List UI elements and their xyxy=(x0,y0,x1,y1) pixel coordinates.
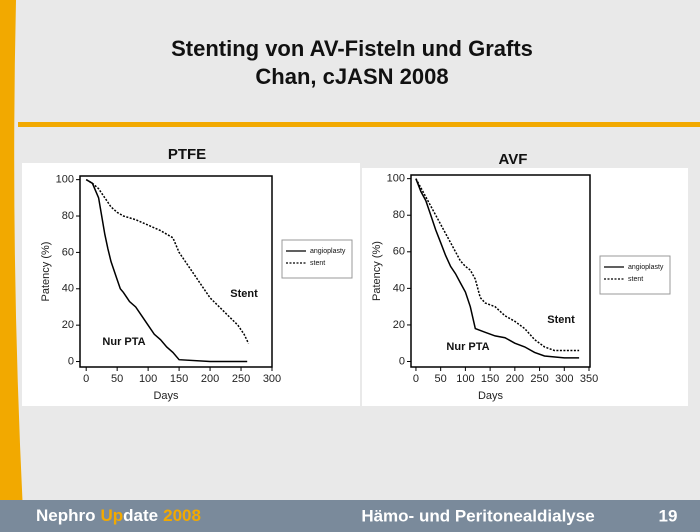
brand-part: Nephro xyxy=(36,506,96,525)
km-curve xyxy=(85,178,250,344)
x-tick-label: 200 xyxy=(201,373,219,385)
x-tick-label: 0 xyxy=(83,373,89,385)
chart-panel xyxy=(22,163,360,406)
x-tick-label: 250 xyxy=(530,373,548,385)
y-tick-label: 100 xyxy=(387,173,405,185)
y-axis-label: Patency (%) xyxy=(40,242,52,302)
annotation: Stent xyxy=(230,288,258,300)
annotation: Nur PTA xyxy=(102,336,145,348)
brand-part: 2008 xyxy=(163,506,201,525)
legend-box xyxy=(599,255,671,295)
x-axis-label: Days xyxy=(153,390,179,402)
brand-part: Up xyxy=(101,506,124,525)
x-tick-label: 150 xyxy=(481,373,499,385)
y-tick-label: 100 xyxy=(56,174,74,186)
footer-topic: Hämo- und Peritonealdialyse xyxy=(361,506,594,525)
legend-label: angioplasty xyxy=(310,248,346,255)
x-tick-label: 300 xyxy=(263,373,281,385)
x-tick-label: 50 xyxy=(111,373,123,385)
title-rule xyxy=(18,122,700,127)
legend-label: stent xyxy=(628,276,643,283)
y-tick-label: 40 xyxy=(62,283,74,295)
footer-brand: Nephro Update 2008 xyxy=(36,506,201,525)
y-tick-label: 40 xyxy=(393,282,405,294)
x-tick-label: 0 xyxy=(413,373,419,385)
legend-label: stent xyxy=(310,260,325,267)
y-tick-label: 0 xyxy=(399,355,405,367)
y-tick-label: 80 xyxy=(62,210,74,222)
annotation: Stent xyxy=(547,314,575,326)
x-tick-label: 100 xyxy=(139,373,157,385)
km-curve xyxy=(415,178,580,359)
x-tick-label: 150 xyxy=(170,373,188,385)
x-tick-label: 50 xyxy=(435,373,447,385)
x-tick-label: 350 xyxy=(580,373,598,385)
y-tick-label: 0 xyxy=(68,355,74,367)
y-tick-label: 20 xyxy=(62,319,74,331)
y-axis-label: Patency (%) xyxy=(371,241,383,301)
footer-bar xyxy=(0,500,700,532)
y-tick-label: 80 xyxy=(393,209,405,221)
y-tick-label: 60 xyxy=(62,246,74,258)
y-tick-label: 20 xyxy=(393,319,405,331)
chart-title: AVF xyxy=(499,151,528,168)
x-tick-label: 250 xyxy=(232,373,250,385)
annotation: Nur PTA xyxy=(446,341,489,353)
y-tick-label: 60 xyxy=(393,246,405,258)
slide-subtitle: Chan, cJASN 2008 xyxy=(255,64,448,89)
slide-title: Stenting von AV-Fisteln und Grafts xyxy=(171,36,533,61)
x-tick-label: 300 xyxy=(555,373,573,385)
brand-part: date xyxy=(123,506,158,525)
legend-label: angioplasty xyxy=(628,264,664,271)
chart-title: PTFE xyxy=(168,146,206,163)
km-curve xyxy=(85,178,248,363)
plot-frame xyxy=(79,175,273,368)
left-stripe xyxy=(0,0,24,532)
page-number: 19 xyxy=(659,506,678,525)
x-axis-label: Days xyxy=(478,390,504,402)
x-tick-label: 100 xyxy=(456,373,474,385)
x-tick-label: 200 xyxy=(506,373,524,385)
legend-box xyxy=(281,239,353,279)
plot-frame xyxy=(410,174,591,368)
km-curve xyxy=(415,178,580,352)
